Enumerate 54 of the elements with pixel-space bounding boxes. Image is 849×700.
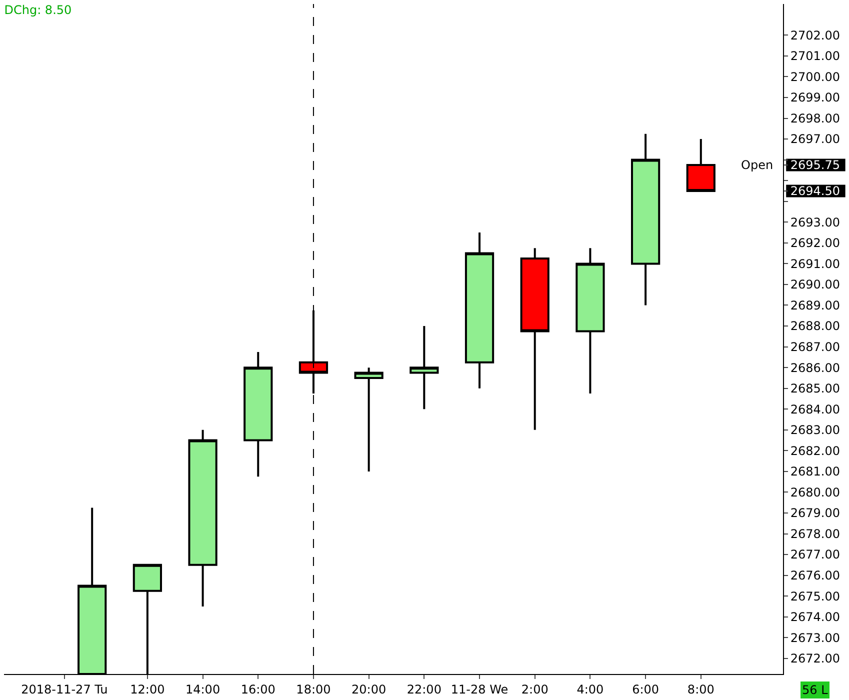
y-tick-label: 2679.00 (790, 506, 840, 520)
y-tick-label: 2701.00 (790, 49, 840, 64)
candlestick (410, 325, 439, 410)
y-tick-label: 2676.00 (790, 568, 840, 583)
candlestick (354, 366, 384, 472)
x-tick-label: 18:00 (296, 682, 331, 696)
candlestick (520, 247, 550, 431)
x-tick-label: 4:00 (576, 682, 604, 696)
y-tick-label: 2684.00 (790, 402, 840, 416)
x-tick-label: 6:00 (632, 682, 660, 696)
candlestick (631, 132, 660, 306)
y-tick-label: 2702.00 (790, 28, 840, 42)
y-tick-label: 2698.00 (790, 111, 840, 126)
chart-title: DChg: 8.50 (4, 3, 72, 17)
y-tick-label: 2686.00 (790, 360, 840, 375)
y-tick-label: 2680.00 (790, 485, 840, 500)
y-tick-label: 2681.00 (790, 464, 840, 479)
candlestick (576, 247, 605, 395)
y-tick-label: 2687.00 (790, 340, 840, 354)
y-tick-label: 2694.50 (790, 184, 840, 198)
y-tick-label: 2685.00 (790, 382, 840, 396)
y-tick-label: 2682.00 (790, 444, 840, 458)
y-tick-label: 2673.00 (790, 630, 840, 645)
y-tick-label: 2689.00 (790, 298, 840, 312)
candlestick (686, 138, 716, 192)
annotation: Open (741, 158, 774, 172)
y-tick-label: 2691.00 (790, 256, 840, 271)
x-tick-label: 2018-11-27 Tu (21, 682, 108, 696)
y-tick-label: 2688.00 (790, 319, 840, 334)
y-tick-label: 2693.00 (790, 215, 840, 230)
y-tick-label: 2692.00 (790, 236, 840, 250)
x-tick-label: 2:00 (521, 682, 548, 696)
y-tick-label: 2677.00 (790, 548, 840, 562)
text: 56 L (802, 683, 828, 697)
y-tick-label: 2699.00 (790, 90, 840, 105)
x-tick-label: 20:00 (352, 682, 386, 696)
x-tick-label: 14:00 (185, 682, 220, 696)
y-tick-label: 2674.00 (790, 610, 840, 624)
y-tick-label: 2672.00 (790, 652, 840, 666)
y-tick-label: 2675.00 (790, 589, 840, 604)
x-tick-label: 11-28 We (450, 682, 508, 696)
y-tick-label: 2695.75 (790, 158, 840, 172)
x-tick-label: 8:00 (687, 682, 714, 696)
x-tick-label: 12:00 (130, 682, 165, 696)
x-tick-label: 22:00 (406, 682, 442, 696)
y-tick-label: 2700.00 (790, 70, 840, 84)
candlestick (188, 428, 218, 608)
candlestick (244, 350, 273, 478)
x-tick-label: 16:00 (240, 682, 276, 696)
y-tick-label: 2697.00 (790, 132, 840, 146)
y-tick-label: 2690.00 (790, 278, 840, 292)
y-tick-label: 2683.00 (790, 423, 840, 438)
y-tick-label: 2678.00 (790, 526, 840, 541)
candlestick (464, 232, 494, 390)
